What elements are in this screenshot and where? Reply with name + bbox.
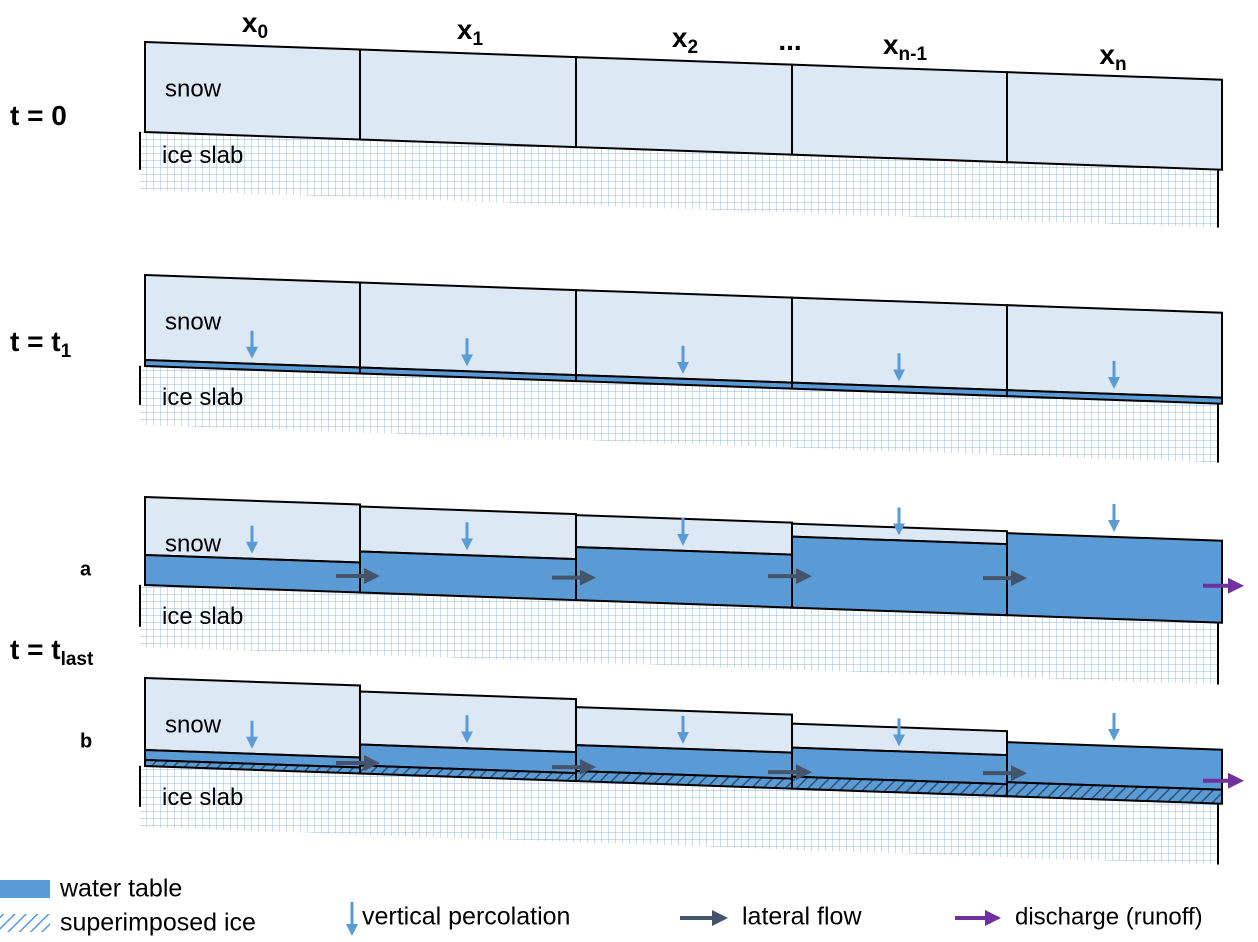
snow-cell [1007, 305, 1222, 398]
snow-cell [360, 283, 576, 376]
snow-cell [792, 65, 1007, 163]
legend-ice-swatch [0, 914, 50, 932]
column-label-base: x [883, 29, 899, 60]
row-label: t = tlast [10, 634, 94, 670]
column-label-sub: 2 [687, 37, 698, 58]
column-label-base: x [457, 14, 473, 45]
snow-label: snow [165, 75, 222, 102]
column-label-base: x [672, 22, 688, 53]
column-label-base: ... [778, 25, 801, 56]
case-label: b [80, 730, 92, 752]
snow-cell [792, 298, 1007, 391]
row-label-base: t = t [10, 326, 61, 357]
water-table [576, 547, 792, 608]
water-table [792, 537, 1007, 616]
column-label-sub: 1 [472, 29, 483, 50]
snow-label: snow [165, 711, 222, 738]
legend-label: water table [59, 875, 182, 903]
column-label: x1 [457, 14, 484, 50]
diagram: snow ice slab snow ice slab snow ice slab snow… [0, 0, 1258, 942]
snow-label: snow [165, 530, 222, 557]
row-label-sub: 1 [61, 341, 72, 362]
row-label-sub: last [61, 649, 94, 670]
column-label: x0 [242, 7, 268, 43]
water-table [1007, 533, 1222, 623]
case-label: a [80, 558, 92, 580]
column-label-sub: n [1115, 54, 1127, 75]
legend-label: vertical percolation [362, 903, 570, 931]
water-table [145, 555, 360, 593]
water-table [360, 552, 576, 601]
snow-label: snow [165, 308, 222, 335]
legend-water-swatch [0, 880, 50, 898]
ice-label: ice slab [162, 142, 243, 169]
column-label-base: x [242, 7, 258, 38]
column-label: xn [1099, 39, 1126, 75]
column-label: xn-1 [883, 29, 928, 65]
snow-cell [576, 290, 792, 383]
legend-label: discharge (runoff) [1015, 903, 1203, 930]
column-label-sub: n-1 [899, 44, 928, 65]
ice-label: ice slab [162, 603, 243, 630]
row-label-base: t = t [10, 634, 61, 665]
snow-cell [1007, 72, 1222, 170]
ice-label: ice slab [162, 384, 243, 411]
column-label: x2 [672, 22, 698, 58]
column-label: ... [778, 25, 801, 56]
legend-label: superimposed ice [60, 909, 256, 937]
snow-cell [576, 57, 792, 155]
row-label: t = 0 [10, 100, 67, 131]
row-label: t = t1 [10, 326, 72, 362]
column-label-sub: 0 [257, 22, 268, 43]
column-label-base: x [1099, 39, 1115, 70]
snow-cell [360, 50, 576, 148]
legend-label: lateral flow [742, 903, 862, 931]
row-label-base: t = 0 [10, 100, 67, 131]
ice-label: ice slab [162, 784, 243, 811]
